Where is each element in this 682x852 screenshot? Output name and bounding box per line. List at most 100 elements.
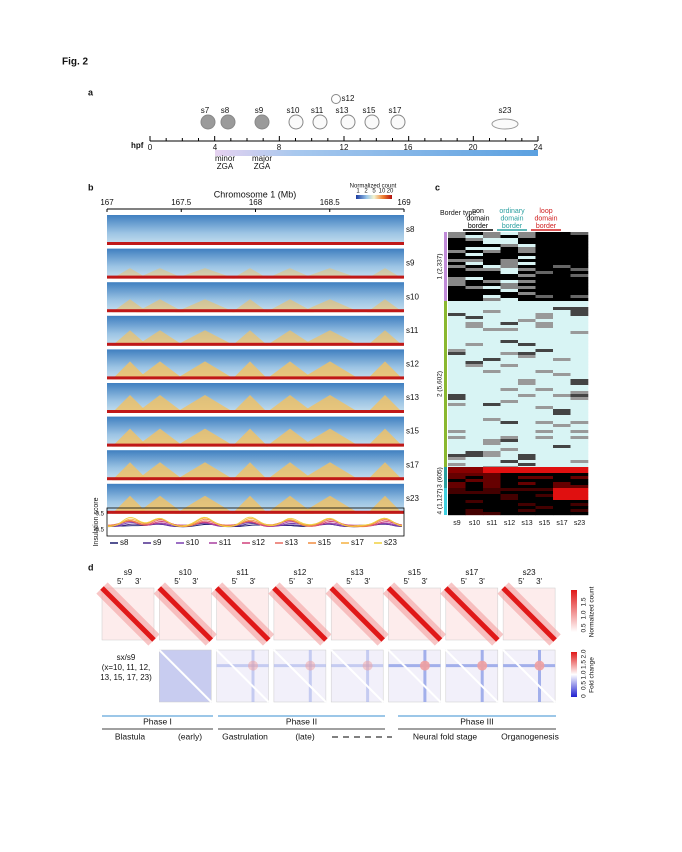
heatmap-cell (465, 400, 484, 404)
heatmap-cell (535, 454, 554, 458)
heatmap-cell (570, 427, 589, 431)
heatmap-cell (535, 334, 554, 338)
panel-label: b (88, 182, 94, 192)
heatmap-cell (518, 319, 536, 323)
heatmap-cell (500, 340, 519, 344)
heatmap-cell (535, 322, 554, 326)
legend-label: s12 (252, 538, 265, 547)
heatmap-cell (553, 358, 571, 362)
heatmap-cell (518, 340, 536, 344)
heatmap-cell (535, 403, 554, 407)
pattern-spot (419, 660, 430, 671)
heatmap-cell (518, 397, 536, 401)
heatmap-cell (500, 448, 519, 452)
heatmap-cell (570, 349, 589, 353)
heatmap-cell (483, 307, 501, 311)
heatmap-cell (465, 394, 484, 398)
tad-triangle (175, 361, 235, 380)
heatmap-cell (518, 394, 536, 398)
group-bar (444, 467, 447, 488)
heatmap-cell (518, 448, 536, 452)
tad-triangle (112, 361, 148, 380)
column-header: border (502, 223, 523, 230)
heatmap-cell (535, 457, 554, 461)
colorbar (571, 590, 577, 632)
heatmap-cell (553, 313, 571, 317)
tad-triangle (300, 330, 360, 346)
heatmap-cell (465, 460, 484, 464)
heatmap-cell (518, 436, 536, 440)
tad-triangle (112, 299, 148, 313)
heatmap-cell (535, 361, 554, 365)
heatmap-cell (465, 232, 484, 236)
heatmap-cell (448, 482, 466, 486)
heatmap-cell (518, 301, 536, 305)
tad-triangle (112, 462, 148, 481)
heatmap-cell (500, 328, 519, 332)
heatmap-cell (570, 316, 589, 320)
diagonal (502, 649, 556, 703)
heatmap-cell (553, 403, 571, 407)
heatmap-cell (500, 379, 519, 383)
heatmap-cell (448, 259, 466, 263)
column-header: domain (467, 215, 490, 222)
heatmap-cell (465, 268, 484, 272)
heatmap-cell (535, 325, 554, 329)
axis-title: Chromosome 1 (Mb) (214, 189, 297, 199)
heatmap-cell (500, 467, 519, 471)
heatmap-cell (570, 506, 589, 510)
heatmap-cell (535, 421, 554, 425)
heatmap-cell (518, 361, 536, 365)
heatmap-cell (535, 313, 554, 317)
stage-label: s7 (201, 106, 210, 115)
heatmap-cell (518, 370, 536, 374)
heatmap-cell (500, 470, 519, 474)
heatmap-cell (570, 394, 589, 398)
column-label: s10 (469, 520, 480, 527)
heatmap-cell (535, 346, 554, 350)
heatmap-cell (500, 277, 519, 281)
heatmap-cell (483, 274, 501, 278)
group-label: 3 (605) (437, 467, 444, 488)
heatmap-cell (500, 409, 519, 413)
column-label: s15 (539, 520, 550, 527)
heatmap-cell (535, 328, 554, 332)
heatmap-cell (553, 421, 571, 425)
heatmap-cell (535, 473, 554, 477)
tick-label: 20 (469, 143, 478, 152)
heatmap-cell (535, 512, 554, 516)
end-label: 5' (404, 577, 410, 586)
heatmap-cell (500, 304, 519, 308)
row-label: s9 (406, 259, 415, 268)
colorbar-tick: 0 (581, 694, 588, 698)
heatmap-cell (483, 427, 501, 431)
heatmap-cell (483, 512, 501, 516)
heatmap-cell (483, 373, 501, 377)
heatmap-cell (570, 352, 589, 356)
heatmap-cell (535, 485, 554, 489)
heatmap-cell (483, 262, 501, 266)
heatmap-cell (553, 349, 571, 353)
tick-label: 167 (100, 198, 114, 207)
heatmap-cell (465, 436, 484, 440)
heatmap-cell (448, 424, 466, 428)
tick-label: 16 (404, 143, 413, 152)
period-label: Blastula (115, 731, 146, 741)
diagonal (107, 242, 404, 245)
heatmap-cell (465, 253, 484, 257)
heatmap-cell (570, 232, 589, 236)
zga-label: ZGA (254, 162, 271, 171)
group-label: 2 (5,602) (437, 371, 444, 397)
heatmap-cell (500, 382, 519, 386)
column-header: ordinary (499, 208, 525, 215)
heatmap-cell (570, 283, 589, 287)
heatmap-cell (570, 460, 589, 464)
heatmap-cell (483, 415, 501, 419)
heatmap-cell (465, 367, 484, 371)
stage-label: s9 (124, 568, 133, 577)
heatmap-cell (500, 479, 519, 483)
heatmap-cell (500, 349, 519, 353)
heatmap-cell (535, 488, 554, 492)
period-label: (late) (295, 731, 315, 741)
heatmap-cell (465, 397, 484, 401)
